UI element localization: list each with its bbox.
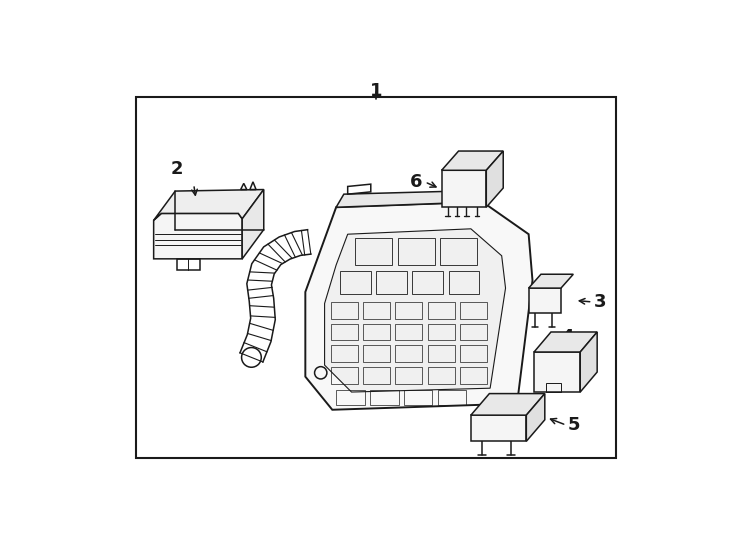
Polygon shape [534,352,580,392]
Polygon shape [336,190,487,207]
Polygon shape [324,229,506,392]
Text: 3: 3 [594,293,606,311]
Polygon shape [471,394,545,415]
Polygon shape [442,170,487,207]
Text: 1: 1 [370,82,382,100]
Text: 2: 2 [170,160,183,178]
Polygon shape [534,332,597,352]
Polygon shape [471,415,526,441]
Polygon shape [305,202,532,410]
Polygon shape [528,288,561,313]
Text: 6: 6 [410,173,422,191]
Polygon shape [487,151,504,207]
Polygon shape [526,394,545,441]
Bar [136,97,617,457]
Polygon shape [528,274,573,288]
Text: 4: 4 [562,328,574,346]
Polygon shape [153,190,264,220]
Polygon shape [442,151,504,170]
Polygon shape [153,213,242,259]
Polygon shape [580,332,597,392]
Polygon shape [242,190,264,259]
Text: 5: 5 [568,416,581,434]
